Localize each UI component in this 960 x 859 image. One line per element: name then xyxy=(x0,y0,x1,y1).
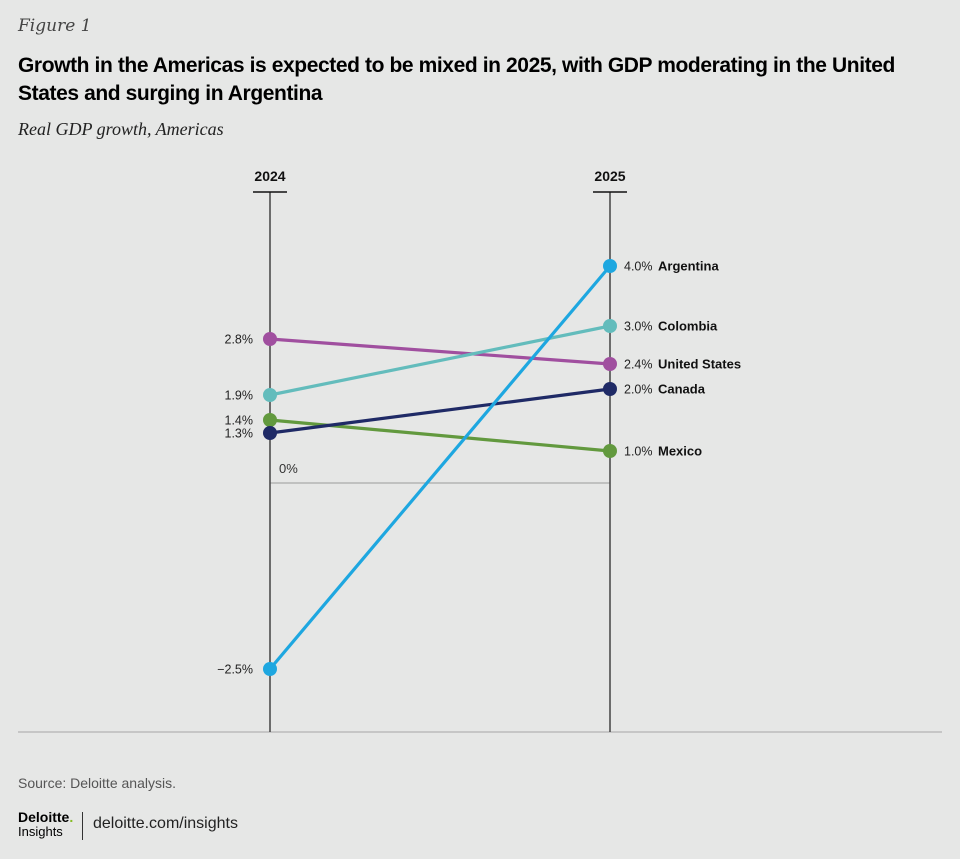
series-name-label-mexico: Mexico xyxy=(658,444,702,459)
value-label-argentina-2024: −2.5% xyxy=(217,663,253,677)
series-line-canada xyxy=(269,387,611,435)
footer-divider xyxy=(82,812,83,840)
point-mexico-2025 xyxy=(603,444,617,458)
value-label-colombia-2025: 3.0% xyxy=(624,320,653,334)
series-name-label-united-states: United States xyxy=(658,357,741,372)
logo-dot: . xyxy=(69,809,74,825)
point-united-states-2025 xyxy=(603,357,617,371)
value-label-mexico-2024: 1.4% xyxy=(225,414,254,428)
point-mexico-2024 xyxy=(263,413,277,427)
series-line-argentina xyxy=(268,264,612,671)
point-united-states-2024 xyxy=(263,332,277,346)
category-label-2025: 2025 xyxy=(594,168,625,184)
footer-url[interactable]: deloitte.com/insights xyxy=(93,815,238,832)
slope-chart: 0% 2024 2025 2.8% 2.4% United States 1.9% 3.0% C… xyxy=(18,168,942,733)
logo-sub: Insights xyxy=(18,824,63,839)
series-name-label-canada: Canada xyxy=(658,382,706,397)
deloitte-insights-logo: Deloitte. Insights xyxy=(18,810,73,839)
series-line-mexico xyxy=(269,418,611,453)
value-label-canada-2024: 1.3% xyxy=(225,427,254,441)
point-argentina-2025 xyxy=(603,259,617,273)
series-line-colombia xyxy=(269,324,611,397)
series-line-united-states xyxy=(269,337,611,366)
value-label-united-states-2024: 2.8% xyxy=(225,333,254,347)
category-label-2024: 2024 xyxy=(254,168,285,184)
value-label-united-states-2025: 2.4% xyxy=(624,358,653,372)
point-canada-2024 xyxy=(263,426,277,440)
value-label-colombia-2024: 1.9% xyxy=(225,389,254,403)
logo-brand: Deloitte xyxy=(18,809,70,825)
value-label-canada-2025: 2.0% xyxy=(624,383,653,397)
point-colombia-2025 xyxy=(603,319,617,333)
value-label-mexico-2025: 1.0% xyxy=(624,445,653,459)
chart-subtitle: Real GDP growth, Americas xyxy=(18,119,224,139)
chart-title: Growth in the Americas is expected to be… xyxy=(18,54,895,105)
point-canada-2025 xyxy=(603,382,617,396)
zero-label: 0% xyxy=(279,461,298,476)
figure-label: Figure 1 xyxy=(18,16,92,36)
series-name-label-argentina: Argentina xyxy=(658,259,719,274)
value-label-argentina-2025: 4.0% xyxy=(624,260,653,274)
source-note: Source: Deloitte analysis. xyxy=(18,775,176,791)
series-name-label-colombia: Colombia xyxy=(658,319,718,334)
point-argentina-2024 xyxy=(263,662,277,676)
point-colombia-2024 xyxy=(263,388,277,402)
